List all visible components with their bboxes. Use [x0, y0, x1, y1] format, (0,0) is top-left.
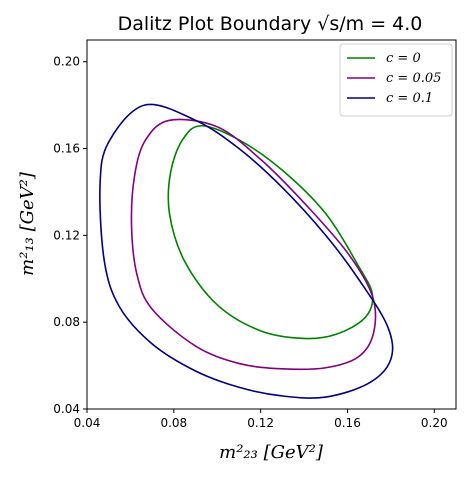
x-tick-label: 0.04 — [74, 416, 101, 430]
x-axis-label: m²₂₃ [GeV²] — [219, 442, 324, 463]
legend: c = 0 c = 0.05 c = 0.1 — [339, 43, 453, 117]
series-line-0 — [167, 124, 374, 340]
legend-label: c = 0.05 — [386, 71, 441, 86]
x-tick-label: 0.16 — [334, 416, 361, 430]
x-tick-label: 0.08 — [160, 416, 187, 430]
legend-label: c = 0.1 — [386, 91, 433, 106]
y-tick-label: 0.12 — [53, 228, 80, 242]
x-axis-ticks: 0.04 0.08 0.12 0.16 0.20 — [74, 409, 448, 430]
series-line-1 — [130, 118, 377, 371]
y-axis-label: m²₁₃ [GeV²] — [17, 171, 38, 276]
y-tick-label: 0.04 — [53, 402, 80, 416]
plot-frame — [86, 39, 457, 410]
y-tick-label: 0.16 — [53, 142, 80, 156]
series-line-2 — [99, 103, 394, 399]
chart-title: Dalitz Plot Boundary √s/m = 4.0 — [118, 13, 423, 35]
legend-label: c = 0 — [386, 51, 421, 66]
y-tick-label: 0.08 — [53, 315, 80, 329]
x-tick-label: 0.12 — [247, 416, 274, 430]
series-layer — [99, 103, 394, 399]
x-tick-label: 0.20 — [421, 416, 448, 430]
y-axis-ticks: 0.04 0.08 0.12 0.16 0.20 — [53, 55, 87, 416]
y-tick-label: 0.20 — [53, 55, 80, 69]
